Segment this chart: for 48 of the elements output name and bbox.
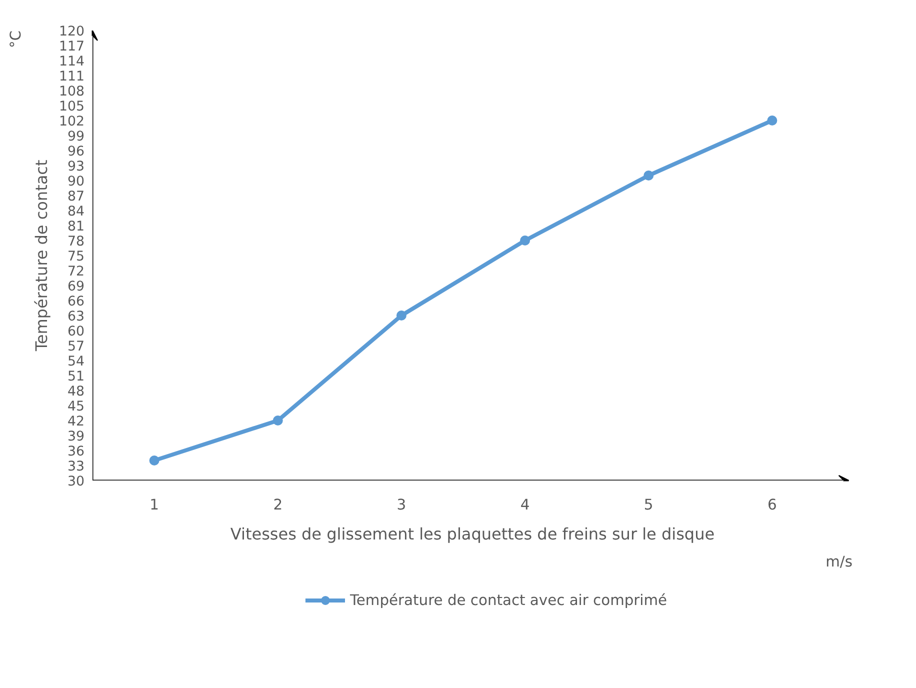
y-tick-label: 36 — [68, 444, 85, 460]
y-tick-label: 90 — [68, 174, 85, 190]
y-tick-label: 30 — [68, 474, 85, 490]
y-tick-label: 114 — [59, 54, 85, 70]
y-tick-label: 33 — [68, 460, 85, 474]
y-tick-label: 54 — [68, 354, 85, 370]
y-tick-label: 69 — [68, 280, 85, 294]
y-tick-label: 45 — [68, 400, 85, 414]
y-tick-label: 81 — [68, 220, 85, 234]
y-tick-label: 63 — [68, 310, 85, 324]
y-tick-label: 66 — [68, 294, 85, 310]
y-tick-label: 96 — [68, 144, 85, 160]
x-tick-label: 6 — [768, 496, 777, 514]
y-tick-label: 51 — [68, 370, 85, 384]
y-tick-label: 102 — [59, 114, 85, 130]
y-tick-label: 78 — [68, 234, 85, 250]
point — [767, 116, 778, 126]
y-tick-label: 99 — [68, 130, 85, 144]
y-tick-label: 117 — [59, 40, 85, 54]
y-tick-label: 60 — [68, 324, 85, 340]
y-tick-label: 42 — [68, 414, 85, 430]
x-tick-label: 4 — [520, 496, 530, 514]
y-tick-label: 48 — [68, 384, 85, 400]
y-tick-label: 39 — [68, 430, 85, 444]
y-tick-label: 84 — [68, 204, 85, 220]
x-tick-label: 5 — [644, 496, 654, 514]
y-tick-label: 105 — [59, 100, 85, 114]
y-axis-title: Température de contact — [32, 160, 52, 352]
text: °C — [8, 30, 24, 48]
x-tick-label: 2 — [273, 496, 283, 514]
point — [644, 170, 654, 180]
y-tick-label: 87 — [68, 190, 85, 204]
y-tick-label: 93 — [68, 160, 85, 174]
x-tick-label: 3 — [396, 496, 406, 514]
point — [272, 416, 283, 426]
point — [520, 236, 530, 246]
y-tick-label: 111 — [59, 70, 85, 84]
y-tick-label: 75 — [68, 250, 85, 264]
point — [149, 456, 160, 466]
text: m/s — [826, 554, 853, 570]
legend-label: Température de contact avec air comprimé — [350, 592, 668, 608]
x-axis-title: Vitesses de glissement les plaquettes de freins sur le disque — [230, 524, 715, 544]
y-tick-label: 120 — [59, 24, 85, 40]
y-tick-label: 108 — [59, 84, 85, 100]
y-tick-label: 57 — [68, 340, 85, 354]
y-tick-label: 72 — [68, 264, 85, 280]
point — [396, 310, 406, 320]
x-tick-label: 1 — [150, 496, 159, 514]
